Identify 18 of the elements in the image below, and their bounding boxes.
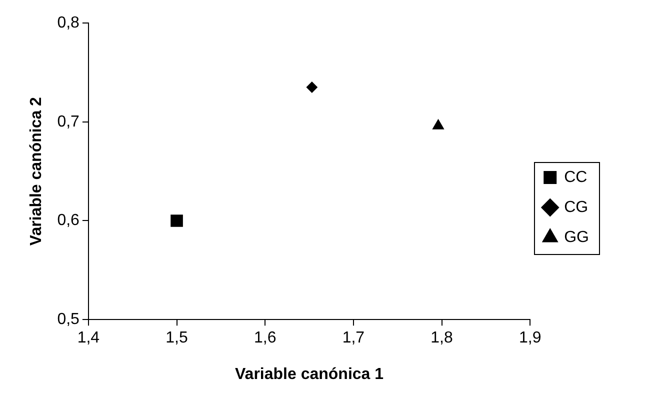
y-axis-title: Variable canónica 2	[28, 96, 46, 246]
point	[170, 214, 183, 227]
point	[306, 82, 318, 93]
x-tick-label: 1,6	[254, 330, 276, 347]
x-tick-label: 1,7	[342, 330, 365, 347]
y-tick-label: 0,6	[57, 212, 80, 230]
x-tick-label: 1,9	[518, 330, 542, 347]
legend-label: GG	[564, 228, 589, 246]
x-tick-label: 1,8	[430, 330, 453, 347]
x-tick-label: 1,4	[77, 330, 100, 347]
legend-label: CC	[564, 168, 588, 186]
y-tick-label: 0,7	[57, 113, 80, 130]
legend-label: CG	[564, 198, 588, 216]
point	[432, 119, 444, 130]
y-tick-label: 0,5	[57, 311, 80, 328]
x-axis-title: Variable canónica 1	[235, 366, 384, 383]
x-tick-label: 1,5	[166, 330, 188, 347]
y-tick-label: 0,8	[57, 14, 80, 32]
